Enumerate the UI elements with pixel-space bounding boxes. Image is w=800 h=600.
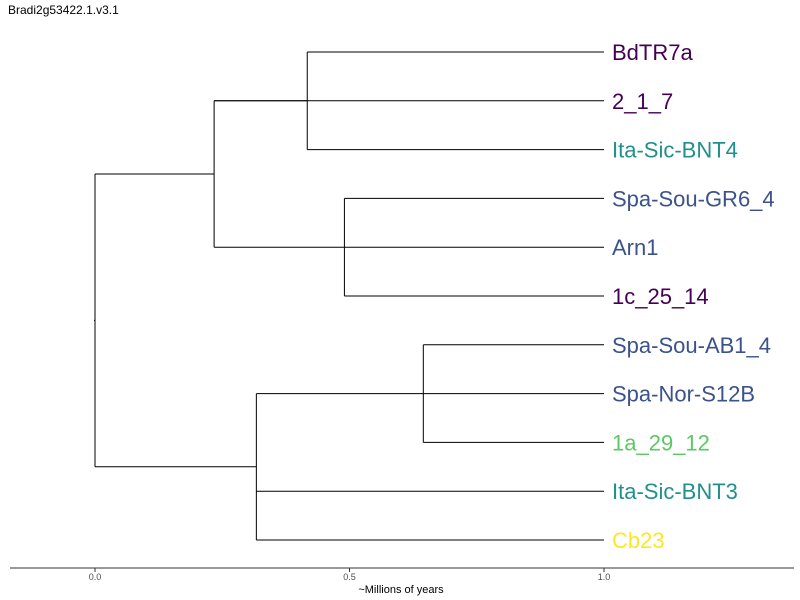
tip-label: Ita-Sic-BNT3: [612, 479, 738, 504]
x-axis: 0.0 0.5 1.0 ~Millions of years: [10, 567, 794, 596]
tip-label: Cb23: [612, 528, 665, 553]
branch-layer: [94, 51, 604, 541]
tip-label: Spa-Sou-GR6_4: [612, 186, 775, 211]
chart-title: Bradi2g53422.1.v3.1: [8, 3, 119, 17]
x-tick-label: 0.5: [343, 572, 356, 582]
x-tick-label: 1.0: [598, 572, 611, 582]
tip-label: Ita-Sic-BNT4: [612, 138, 738, 163]
tip-label: 2_1_7: [612, 89, 673, 114]
tip-label-layer: BdTR7a 2_1_7 Ita-Sic-BNT4 Spa-Sou-GR6_4 Arn1…: [612, 40, 775, 553]
tip-label: 1c_25_14: [612, 284, 709, 309]
tip-label: Spa-Nor-S12B: [612, 382, 755, 407]
x-tick-label: 0.0: [89, 572, 102, 582]
x-axis-title: ~Millions of years: [358, 584, 444, 596]
tip-label: 1a_29_12: [612, 430, 710, 455]
tip-label: Arn1: [612, 235, 658, 260]
tip-label: Spa-Sou-AB1_4: [612, 333, 771, 358]
tip-label: BdTR7a: [612, 40, 693, 65]
